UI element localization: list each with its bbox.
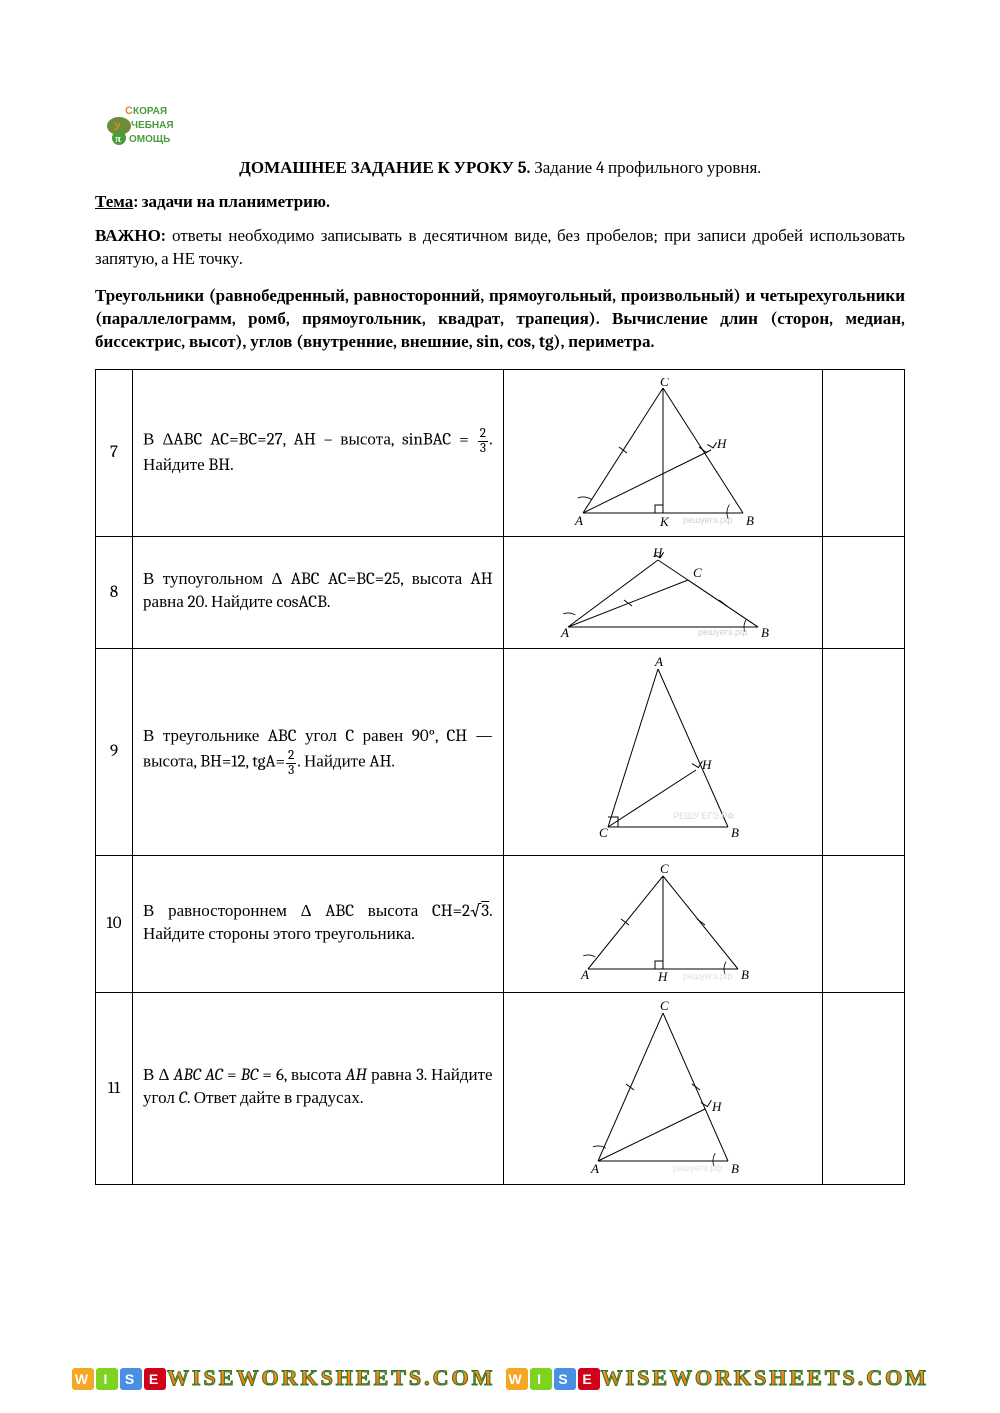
topic-text: : задачи на планиметрию. xyxy=(133,193,330,212)
problems-table: 7В ΔABC AC=BC=27, AH – высота, sinBAC = … xyxy=(95,369,905,1185)
svg-text:B: B xyxy=(761,625,769,640)
svg-text:π: π xyxy=(115,133,121,145)
svg-text:A: A xyxy=(654,657,663,669)
svg-text:H: H xyxy=(652,545,663,560)
problem-text: В равностороннем Δ ABC высота CH=2√3. На… xyxy=(133,855,504,992)
watermark: WISEWISEWORKSHEETS.COM WISEWISEWORKSHEET… xyxy=(0,1365,1000,1391)
svg-text:H: H xyxy=(711,1099,722,1114)
important-label: ВАЖНО: xyxy=(95,227,166,246)
svg-text:C: C xyxy=(693,565,702,580)
important-block: ВАЖНО: ответы необходимо записывать в де… xyxy=(95,226,905,272)
topic-label: Тема xyxy=(95,193,133,212)
svg-text:C: C xyxy=(660,1001,669,1013)
answer-cell[interactable] xyxy=(822,855,904,992)
svg-text:A: A xyxy=(560,625,569,640)
svg-text:K: K xyxy=(659,514,670,528)
svg-text:РЕШУ ЕГЭ.РФ: РЕШУ ЕГЭ.РФ xyxy=(673,811,734,821)
answer-cell[interactable] xyxy=(822,536,904,648)
problem-text: В треугольнике ABC угол C равен 90°, CH … xyxy=(133,648,504,855)
worksheet-page: С КОРАЯ У ЧЕБНАЯ π ОМОЩЬ ДОМАШНЕЕ ЗАДАНИ… xyxy=(0,0,1000,1413)
title-rest: Задание 4 профильного уровня. xyxy=(530,159,760,178)
svg-text:H: H xyxy=(701,757,712,772)
answer-cell[interactable] xyxy=(822,992,904,1184)
sup-logo: С КОРАЯ У ЧЕБНАЯ π ОМОЩЬ xyxy=(105,100,195,146)
svg-text:B: B xyxy=(731,1161,739,1176)
svg-text:B: B xyxy=(746,513,754,528)
svg-text:ОМОЩЬ: ОМОЩЬ xyxy=(129,134,170,145)
svg-text:КОРАЯ: КОРАЯ xyxy=(133,106,167,117)
problem-figure: A B C Hрешуегэ.рф xyxy=(503,536,822,648)
important-text: ответы необходимо записывать в десятично… xyxy=(95,227,905,269)
svg-text:C: C xyxy=(660,378,669,389)
problem-number: 8 xyxy=(96,536,133,648)
svg-text:A: A xyxy=(574,513,583,528)
table-row: 10В равностороннем Δ ABC высота CH=2√3. … xyxy=(96,855,905,992)
svg-text:A: A xyxy=(590,1161,599,1176)
section-heading: Треугольники (равнобедренный, равносторо… xyxy=(95,286,905,355)
table-row: 11В Δ ABC AC = BC = 6, высота AH равна 3… xyxy=(96,992,905,1184)
svg-text:B: B xyxy=(741,967,749,982)
answer-cell[interactable] xyxy=(822,648,904,855)
problem-figure: A B C H РЕШУ ЕГЭ.РФ xyxy=(503,648,822,855)
problem-number: 7 xyxy=(96,369,133,536)
svg-text:С: С xyxy=(125,105,133,117)
problem-text: В Δ ABC AC = BC = 6, высота AH равна 3. … xyxy=(133,992,504,1184)
problem-number: 9 xyxy=(96,648,133,855)
problem-text: В тупоугольном Δ ABC AC=BC=25, высота AH… xyxy=(133,536,504,648)
page-title: ДОМАШНЕЕ ЗАДАНИЕ К УРОКУ 5. Задание 4 пр… xyxy=(95,158,905,178)
problem-number: 11 xyxy=(96,992,133,1184)
table-row: 9В треугольнике ABC угол C равен 90°, CH… xyxy=(96,648,905,855)
topic-line: Тема: задачи на планиметрию. xyxy=(95,192,905,212)
svg-text:H: H xyxy=(657,969,668,984)
title-bold: ДОМАШНЕЕ ЗАДАНИЕ К УРОКУ 5. xyxy=(239,159,530,178)
answer-cell[interactable] xyxy=(822,369,904,536)
svg-text:ЧЕБНАЯ: ЧЕБНАЯ xyxy=(131,120,174,131)
problem-figure: A B C Hрешуегэ.рф xyxy=(503,855,822,992)
svg-text:C: C xyxy=(660,864,669,876)
svg-text:H: H xyxy=(716,436,727,451)
table-row: 7В ΔABC AC=BC=27, AH – высота, sinBAC = … xyxy=(96,369,905,536)
svg-text:B: B xyxy=(731,825,739,840)
svg-text:решуегэ.рф: решуегэ.рф xyxy=(683,971,733,981)
problem-figure: A B C Hрешуегэ.рф xyxy=(503,992,822,1184)
problem-number: 10 xyxy=(96,855,133,992)
svg-text:C: C xyxy=(599,825,608,840)
svg-text:решуегэ.рф: решуегэ.рф xyxy=(683,515,733,525)
svg-text:A: A xyxy=(580,967,589,982)
svg-text:решуегэ.рф: решуегэ.рф xyxy=(698,627,748,637)
problem-text: В ΔABC AC=BC=27, AH – высота, sinBAC = 2… xyxy=(133,369,504,536)
svg-text:решуегэ.рф: решуегэ.рф xyxy=(673,1163,723,1173)
problem-figure: A B C K Hрешуегэ.рф xyxy=(503,369,822,536)
table-row: 8В тупоугольном Δ ABC AC=BC=25, высота A… xyxy=(96,536,905,648)
